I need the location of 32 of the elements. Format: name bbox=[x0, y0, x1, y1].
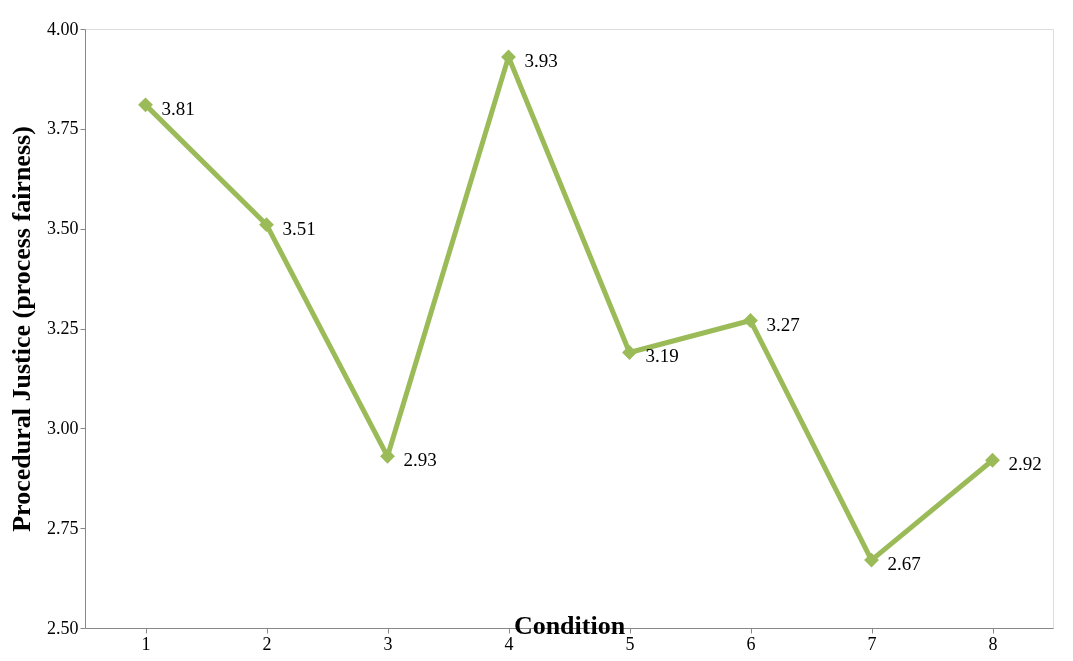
x-tick-label: 8 bbox=[988, 633, 998, 654]
x-tick-label: 2 bbox=[262, 633, 272, 654]
y-tick-label: 4.00 bbox=[47, 18, 79, 39]
y-tick-label: 3.00 bbox=[47, 417, 79, 438]
x-tick-label: 3 bbox=[383, 633, 393, 654]
point bbox=[622, 345, 637, 360]
y-axis-title: Procedural Justice (process fairness) bbox=[7, 126, 36, 532]
data-label: 2.67 bbox=[887, 553, 921, 575]
data-label: 3.19 bbox=[645, 345, 679, 367]
point bbox=[138, 97, 153, 113]
point bbox=[864, 552, 879, 568]
data-label: 3.81 bbox=[161, 97, 195, 119]
x-tick-label: 4 bbox=[504, 633, 514, 654]
y-tick-label: 3.50 bbox=[47, 218, 79, 239]
point bbox=[259, 217, 274, 233]
point bbox=[985, 452, 1000, 468]
y-tick-label: 2.75 bbox=[47, 517, 79, 538]
x-tick-label: 7 bbox=[867, 633, 877, 654]
data-label: 3.27 bbox=[766, 313, 800, 335]
data-label: 2.92 bbox=[1008, 453, 1042, 475]
point bbox=[743, 313, 758, 328]
data-label: 3.93 bbox=[524, 49, 558, 71]
data-label: 2.93 bbox=[403, 449, 437, 471]
y-tick-label: 3.25 bbox=[47, 318, 79, 338]
y-tick-label: 3.75 bbox=[47, 118, 79, 139]
data-label: 3.51 bbox=[282, 217, 316, 239]
x-tick-label: 5 bbox=[625, 633, 635, 654]
point bbox=[380, 448, 395, 464]
x-tick-label: 6 bbox=[746, 633, 756, 654]
x-tick-label: 1 bbox=[141, 633, 151, 654]
x-axis-title: Condition bbox=[513, 610, 626, 640]
y-tick-label: 2.50 bbox=[47, 617, 79, 638]
